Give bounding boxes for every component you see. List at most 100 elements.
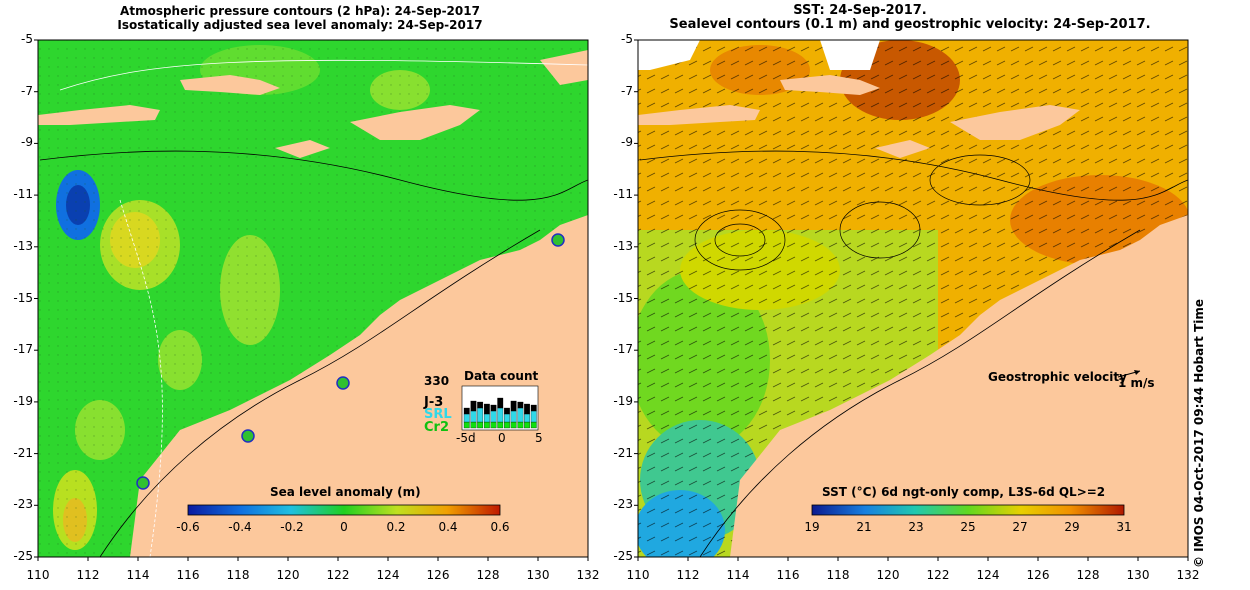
data-count-bar: [490, 404, 497, 412]
data-count-bar: [490, 410, 497, 423]
tide-gauge-marker: [136, 476, 150, 490]
sla-colorbar-tick: 0: [340, 520, 348, 534]
y-tick-label: -21: [13, 445, 33, 460]
satellite-label-cr2: Cr2: [424, 420, 449, 435]
data-count-bar: [524, 413, 530, 423]
x-tick-label: 122: [326, 568, 350, 582]
sst-colorbar-tick: 23: [908, 520, 924, 534]
sla-colorbar-tick: -0.4: [228, 520, 252, 534]
x-tick-label: 110: [626, 568, 650, 582]
data-count-bar: [470, 410, 477, 423]
left-title-line2: Isostatically adjusted sea level anomaly…: [117, 18, 483, 32]
data-count-bar: [463, 421, 470, 429]
y-tick-label: -11: [13, 187, 33, 202]
right-map: [638, 40, 1188, 557]
tide-gauge-marker: [336, 376, 350, 390]
data-count-bar: [477, 407, 484, 423]
satellite-label-srl: SRL: [424, 407, 452, 422]
data-count-title: Data count: [464, 369, 539, 383]
y-tick-label: -17: [13, 342, 33, 357]
data-count-bar: [517, 401, 524, 409]
y-tick-label: -13: [13, 238, 33, 253]
x-tick-label: 124: [376, 568, 400, 582]
y-tick-label: -23: [13, 497, 33, 512]
x-tick-label: 114: [126, 568, 150, 582]
right-title-line2: Sealevel contours (0.1 m) and geostrophi…: [669, 17, 1151, 32]
tide-gauge-marker: [241, 429, 255, 443]
data-count-bar: [530, 410, 537, 423]
y-tick-label: -9: [621, 135, 633, 150]
land-timor: [350, 105, 480, 140]
y-tick-label: -21: [613, 445, 633, 460]
y-tick-label: -19: [613, 393, 633, 408]
x-tick-label: 124: [976, 568, 1000, 582]
data-count-bar: [483, 403, 490, 415]
y-tick-label: -7: [21, 83, 33, 98]
x-tick-label: 110: [26, 568, 50, 582]
x-tick-label: 128: [476, 568, 500, 582]
y-tick-label: -13: [613, 238, 633, 253]
x-tick-label: 116: [776, 568, 800, 582]
data-count-xtick-start: -5d: [456, 431, 476, 445]
sla-colorbar-title: Sea level anomaly (m): [270, 485, 421, 499]
x-tick-label: 126: [426, 568, 450, 582]
left-title-line1: Atmospheric pressure contours (2 hPa): 2…: [120, 4, 480, 18]
data-count-bar: [524, 403, 530, 415]
y-tick-label: -25: [13, 549, 33, 563]
sla-colorbar: [187, 504, 501, 516]
data-count-xtick-zero: 0: [498, 431, 506, 445]
sst-colorbar-title: SST (°C) 6d ngt-only comp, L3S-6d QL>=2: [822, 485, 1106, 499]
data-count-bar: [463, 407, 470, 415]
sst-colorbar-tick: 31: [1116, 520, 1132, 534]
y-tick-label: -5: [21, 32, 33, 46]
y-tick-label: -11: [613, 187, 633, 202]
land-australia: [130, 215, 588, 557]
x-tick-label: 132: [1176, 568, 1200, 582]
y-tick-label: -15: [613, 290, 633, 305]
data-count-bar: [463, 413, 470, 423]
data-count-bar: [510, 421, 517, 429]
x-tick-label: 126: [1026, 568, 1050, 582]
x-tick-label: 122: [926, 568, 950, 582]
data-count-bar: [504, 407, 510, 415]
data-count-bar: [477, 421, 484, 429]
data-count-bar: [470, 400, 477, 412]
sst-colorbar: [811, 504, 1125, 516]
data-count-bar: [483, 413, 490, 423]
x-tick-label: 118: [826, 568, 850, 582]
sla-colorbar-tick: 0.6: [490, 520, 510, 534]
sst-colorbar-tick: 25: [960, 520, 976, 534]
x-tick-label: 130: [1126, 568, 1150, 582]
data-count-bar: [497, 407, 504, 423]
data-count-bar: [517, 421, 524, 429]
data-count-bar: [477, 401, 484, 409]
y-tick-label: -17: [613, 342, 633, 357]
data-count-bar: [504, 421, 510, 429]
x-tick-label: 118: [226, 568, 250, 582]
sst-colorbar-tick: 21: [856, 520, 872, 534]
data-count-bar: [483, 421, 490, 429]
land-java: [38, 105, 160, 125]
x-tick-label: 120: [876, 568, 900, 582]
x-tick-label: 130: [526, 568, 550, 582]
sla-colorbar-tick: -0.2: [280, 520, 304, 534]
data-count-bar: [504, 413, 510, 423]
x-tick-label: 132: [576, 568, 600, 582]
left-map: [38, 40, 588, 557]
data-count-max: 330: [424, 374, 450, 388]
velocity-legend-label: Geostrophic velocity: [988, 370, 1127, 384]
x-tick-label: 128: [1076, 568, 1100, 582]
sla-colorbar-tick: -0.6: [176, 520, 200, 534]
data-count-bar: [490, 421, 497, 429]
x-tick-label: 116: [176, 568, 200, 582]
sst-colorbar-tick: 29: [1064, 520, 1080, 534]
sst-colorbar-tick: 19: [804, 520, 820, 534]
y-tick-label: -19: [13, 393, 33, 408]
data-count-bar: [510, 400, 517, 412]
imos-credit: © IMOS 04-Oct-2017 09:44 Hobart Time: [1192, 298, 1206, 568]
data-count-xtick-end: 5: [535, 431, 543, 445]
velocity-legend-scale: 1 m/s: [1118, 376, 1155, 390]
right-title-line1: SST: 24-Sep-2017.: [793, 3, 927, 18]
data-count-bar: [530, 404, 537, 412]
x-tick-label: 112: [76, 568, 100, 582]
